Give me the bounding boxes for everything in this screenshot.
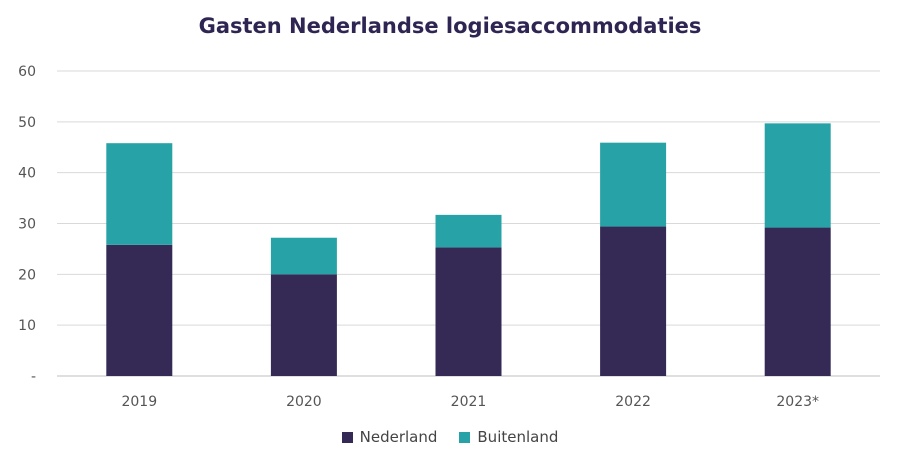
- legend-swatch-nederland: [341, 431, 353, 443]
- bar-nederland-2022: [600, 226, 667, 376]
- x-tick-label: 2019: [121, 394, 157, 410]
- y-tick-label: 40: [18, 166, 36, 182]
- legend: Nederland Buitenland: [0, 428, 900, 446]
- legend-label-buitenland: Buitenland: [477, 428, 559, 446]
- legend-item-nederland: Nederland: [341, 428, 438, 446]
- x-tick-label: 2021: [451, 394, 487, 410]
- y-tick-label: 20: [18, 267, 36, 283]
- y-tick-label: 50: [18, 115, 36, 131]
- legend-item-buitenland: Buitenland: [459, 428, 558, 446]
- y-tick-label: 60: [18, 64, 36, 80]
- x-tick-label: 2022: [615, 394, 651, 410]
- bar-buitenland-2020: [270, 237, 337, 275]
- bar-buitenland-2022: [600, 142, 667, 227]
- legend-label-nederland: Nederland: [359, 428, 438, 446]
- bar-nederland-2023: [764, 227, 831, 376]
- bar-nederland-2019: [106, 244, 173, 376]
- bar-buitenland-2021: [435, 214, 502, 248]
- y-tick-label: -: [31, 369, 36, 385]
- y-tick-label: 30: [18, 217, 36, 233]
- x-tick-label: 2023*: [776, 394, 819, 410]
- x-tick-label: 2020: [286, 394, 322, 410]
- bar-nederland-2020: [270, 274, 337, 376]
- y-tick-label: 10: [18, 318, 36, 334]
- legend-swatch-buitenland: [459, 431, 471, 443]
- bar-buitenland-2023: [764, 123, 831, 228]
- bar-buitenland-2019: [106, 143, 173, 245]
- bar-nederland-2021: [435, 247, 502, 376]
- chart-title: Gasten Nederlandse logiesaccommodaties: [198, 14, 702, 38]
